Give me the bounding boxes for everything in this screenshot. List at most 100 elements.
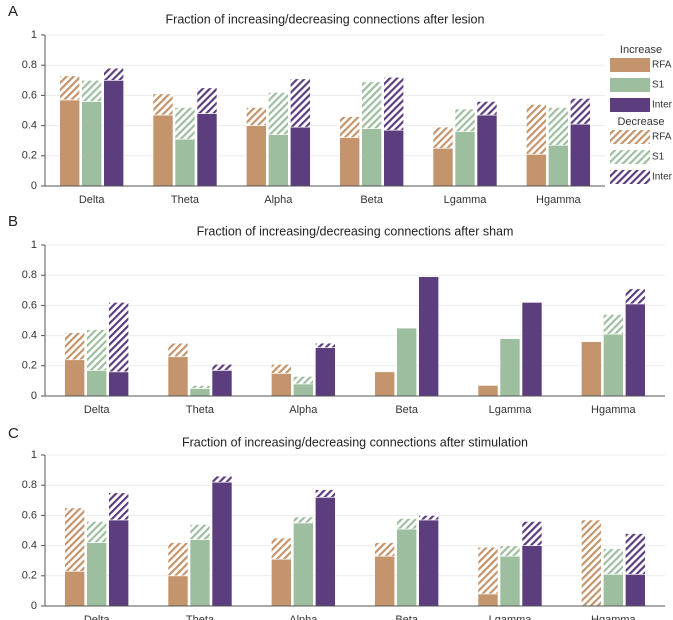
legend-label: S1 — [652, 152, 665, 163]
bar-increase — [108, 371, 129, 397]
bar-decrease — [86, 521, 107, 543]
y-tick-label: 0.4 — [22, 540, 37, 552]
bar-decrease — [315, 489, 336, 498]
x-tick-label: Beta — [395, 614, 419, 620]
bar-decrease — [526, 104, 547, 155]
y-tick-label: 0.2 — [22, 360, 37, 372]
y-tick-label: 1 — [31, 29, 37, 41]
y-tick-label: 0.4 — [22, 330, 37, 342]
y-tick-label: 0.8 — [22, 479, 37, 491]
bar-increase — [383, 129, 404, 187]
x-tick-label: Theta — [186, 614, 215, 620]
bar-increase — [64, 359, 85, 397]
bar-decrease — [211, 475, 233, 483]
y-tick-label: 0.4 — [22, 120, 37, 132]
y-tick-label: 0.6 — [22, 89, 37, 101]
bar-increase — [167, 356, 189, 397]
bar-decrease — [211, 363, 233, 371]
bar-increase — [603, 573, 624, 607]
bar-increase — [293, 522, 314, 607]
x-tick-label: Lgamma — [489, 614, 533, 620]
y-tick-label: 0.2 — [22, 150, 37, 162]
bar-decrease — [418, 515, 439, 521]
x-tick-label: Delta — [84, 614, 111, 620]
y-tick-label: 0 — [31, 600, 37, 612]
legend-label: Inter — [652, 172, 673, 183]
y-tick-label: 1 — [31, 449, 37, 461]
bar-increase — [374, 371, 395, 397]
legend-label: RFA — [652, 132, 672, 143]
bar-increase — [271, 373, 292, 397]
chart-title: Fraction of increasing/decreasing connec… — [166, 12, 485, 26]
x-tick-label: Delta — [84, 404, 111, 416]
bar-decrease — [548, 107, 569, 146]
bar-increase — [477, 593, 499, 607]
bar-decrease — [293, 516, 314, 524]
bar-decrease — [293, 376, 314, 385]
bar-decrease — [103, 67, 124, 81]
bar-decrease — [476, 101, 498, 116]
bar-increase — [396, 528, 417, 607]
legend-title: Increase — [620, 44, 662, 56]
panel-label: A — [8, 3, 18, 20]
bar-increase — [521, 302, 543, 397]
bar-decrease — [268, 92, 289, 135]
bar-decrease — [189, 524, 211, 540]
bar-increase — [374, 555, 395, 607]
bar-increase — [521, 545, 543, 607]
bar-decrease — [271, 537, 292, 560]
bar-decrease — [167, 542, 189, 577]
legend-swatch — [610, 130, 650, 144]
bar-increase — [64, 570, 85, 607]
y-tick-label: 0.6 — [22, 509, 37, 521]
y-tick-label: 0.8 — [22, 269, 37, 281]
legend-label: RFA — [652, 60, 672, 71]
x-tick-label: Alpha — [289, 614, 318, 620]
bar-increase — [189, 388, 211, 397]
bar-decrease — [374, 542, 395, 557]
bar-increase — [86, 370, 107, 397]
bar-increase — [432, 147, 454, 187]
bar-increase — [361, 128, 382, 187]
y-tick-label: 0.6 — [22, 299, 37, 311]
bar-decrease — [64, 507, 85, 572]
legend-swatch — [610, 58, 650, 72]
bar-decrease — [603, 314, 624, 335]
bar-increase — [174, 138, 196, 187]
x-tick-label: Theta — [186, 404, 215, 416]
bar-decrease — [361, 81, 382, 129]
bar-increase — [271, 558, 292, 607]
bar-increase — [625, 303, 646, 397]
bar-decrease — [570, 98, 591, 125]
bar-increase — [476, 114, 498, 187]
bar-decrease — [432, 126, 454, 149]
x-tick-label: Beta — [395, 404, 419, 416]
bar-increase — [570, 123, 591, 187]
panel-label: B — [8, 213, 18, 230]
bar-decrease — [174, 107, 196, 140]
bar-decrease — [581, 519, 602, 607]
bar-decrease — [290, 78, 311, 128]
bar-increase — [548, 144, 569, 187]
legend-swatch — [610, 150, 650, 164]
legend-swatch — [610, 98, 650, 112]
bar-increase — [81, 101, 102, 187]
legend-title: Decrease — [617, 116, 664, 128]
bar-decrease — [108, 302, 129, 373]
bar-decrease — [189, 385, 211, 389]
x-tick-label: Hgamma — [536, 194, 582, 206]
panel-label: C — [8, 425, 19, 442]
bar-decrease — [196, 87, 218, 114]
bar-increase — [268, 134, 289, 187]
x-tick-label: Lgamma — [444, 194, 488, 206]
bar-increase — [196, 113, 218, 187]
bar-increase — [246, 125, 267, 187]
bar-decrease — [167, 342, 189, 358]
bar-increase — [152, 114, 174, 187]
bar-increase — [211, 370, 233, 397]
bar-decrease — [86, 329, 107, 371]
bar-increase — [315, 347, 336, 397]
bar-increase — [189, 539, 211, 607]
bar-increase — [603, 333, 624, 397]
